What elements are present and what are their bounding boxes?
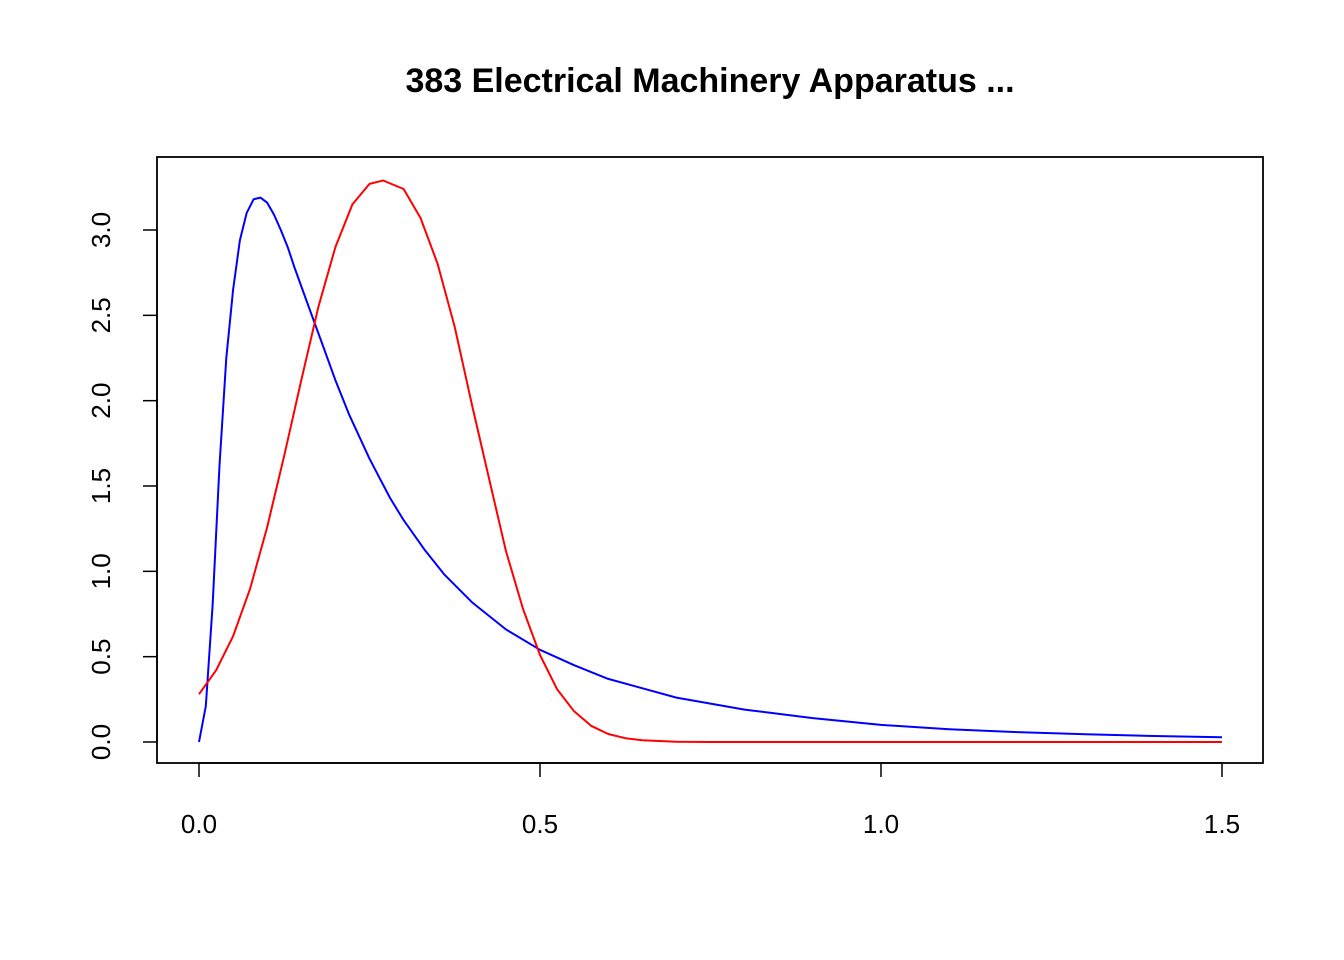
y-tick-label: 0.0 xyxy=(86,724,116,760)
chart-title: 383 Electrical Machinery Apparatus ... xyxy=(405,62,1014,100)
series-line-1 xyxy=(198,196,1223,743)
x-axis: 0.0 0.5 1.0 1.5 xyxy=(181,762,1240,839)
y-axis: 0.0 0.5 1.0 1.5 2.0 2.5 3.0 xyxy=(86,212,158,760)
series-layer xyxy=(198,179,1223,743)
x-tick-label: 0.0 xyxy=(181,809,217,839)
y-tick-label: 2.5 xyxy=(86,297,116,333)
x-tick-label: 1.0 xyxy=(863,809,899,839)
x-tick-label: 1.5 xyxy=(1204,809,1240,839)
plot-frame xyxy=(156,156,1264,764)
y-tick-label: 1.0 xyxy=(86,553,116,589)
x-tick-label: 0.5 xyxy=(522,809,558,839)
y-tick-label: 0.5 xyxy=(86,639,116,675)
y-tick-label: 1.5 xyxy=(86,468,116,504)
y-tick-label: 2.0 xyxy=(86,383,116,419)
y-tick-label: 3.0 xyxy=(86,212,116,248)
series-line-2 xyxy=(198,179,1222,743)
